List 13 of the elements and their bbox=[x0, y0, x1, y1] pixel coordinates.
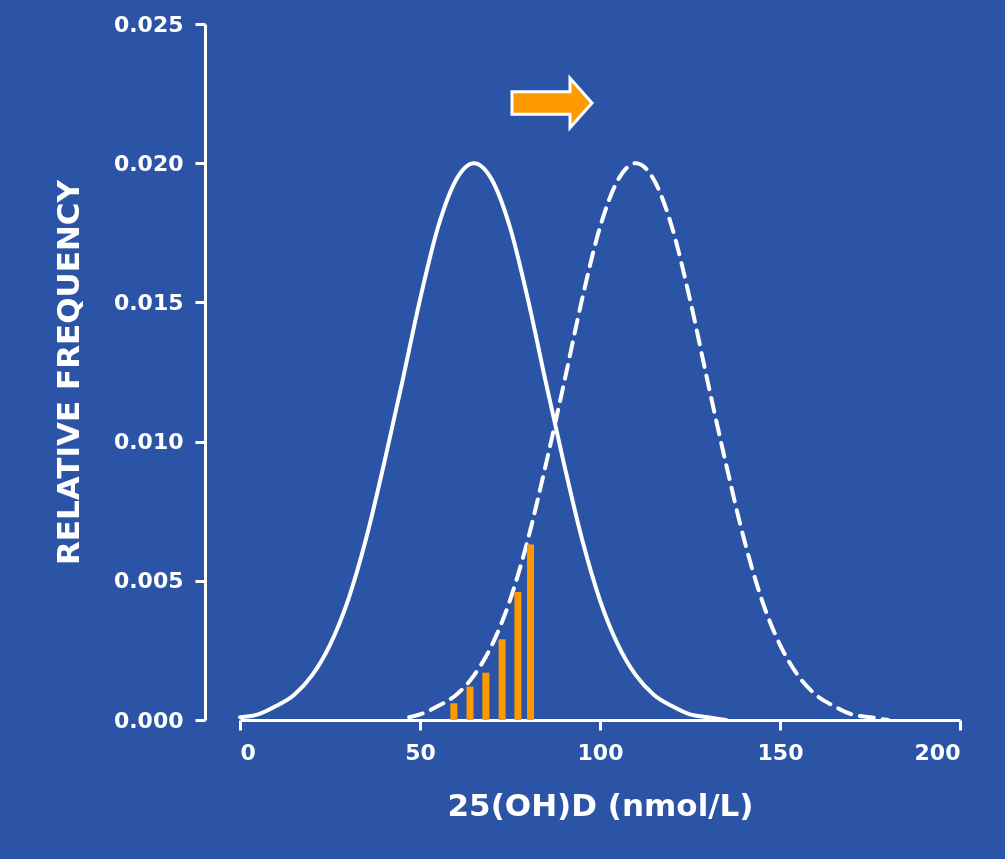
x-tick-label: 100 bbox=[577, 739, 624, 765]
y-tick-label: 0.025 bbox=[113, 11, 184, 37]
y-tick-label: 0.020 bbox=[113, 150, 184, 176]
x-tick-label: 0 bbox=[240, 739, 256, 765]
y-tick-label: 0.005 bbox=[113, 568, 184, 594]
x-axis-title: 25(OH)D (nmol/L) bbox=[447, 786, 754, 823]
x-tick-label: 150 bbox=[757, 739, 804, 765]
y-tick-label: 0.015 bbox=[113, 289, 184, 315]
y-tick-label: 0.010 bbox=[113, 429, 184, 455]
x-tick-label: 50 bbox=[405, 739, 436, 765]
x-tick-label: 200 bbox=[914, 739, 961, 765]
y-tick-label: 0.000 bbox=[113, 707, 184, 733]
y-axis-title: RELATIVE FREQUENCY bbox=[49, 179, 86, 566]
